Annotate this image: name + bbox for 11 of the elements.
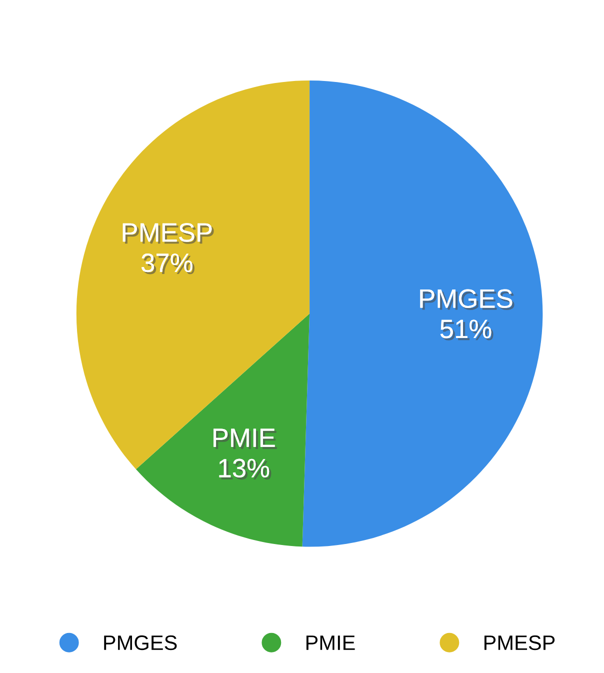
pie-slice bbox=[136, 314, 310, 547]
legend-label: PMIE bbox=[306, 636, 355, 650]
data-label: 13% bbox=[219, 458, 272, 480]
slice-label: PMIE bbox=[214, 428, 277, 449]
data-label: 51% bbox=[440, 320, 494, 340]
slice-label: PMGES bbox=[420, 289, 514, 310]
legend-label: PMESP bbox=[484, 635, 555, 650]
slice-label: PMESP bbox=[122, 223, 214, 244]
pie-slice bbox=[302, 80, 543, 547]
legend-label: PMGES bbox=[104, 635, 177, 650]
data-label: 37% bbox=[142, 254, 194, 274]
